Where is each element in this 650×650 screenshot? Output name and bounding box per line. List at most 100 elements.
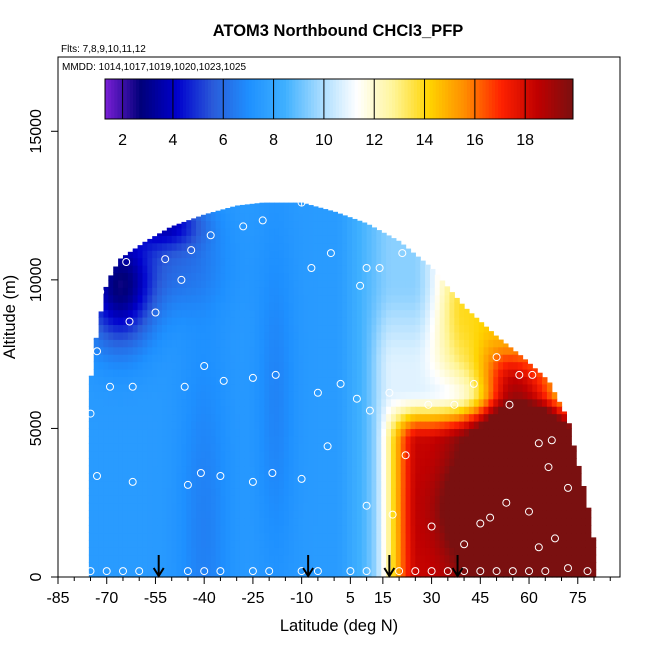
field-cell bbox=[468, 391, 475, 400]
field-cell bbox=[205, 309, 212, 318]
colorbar-cell bbox=[373, 79, 377, 119]
field-cell bbox=[269, 495, 275, 504]
field-cell bbox=[103, 458, 109, 467]
field-cell bbox=[176, 383, 183, 392]
field-cell bbox=[342, 242, 348, 251]
field-cell bbox=[196, 502, 202, 511]
field-cell bbox=[376, 272, 382, 281]
field-cell bbox=[395, 287, 402, 296]
field-cell bbox=[249, 480, 256, 489]
field-cell bbox=[464, 547, 470, 556]
field-cell bbox=[244, 450, 251, 459]
field-cell bbox=[215, 287, 222, 296]
field-cell bbox=[488, 473, 494, 482]
field-cell bbox=[512, 539, 519, 548]
field-cell bbox=[157, 443, 163, 452]
field-cell bbox=[351, 257, 358, 266]
field-cell bbox=[152, 532, 158, 541]
sample-marker bbox=[362, 264, 371, 272]
field-cell bbox=[400, 435, 407, 444]
field-cell bbox=[381, 428, 387, 437]
field-cell bbox=[400, 413, 407, 422]
field-cell bbox=[103, 539, 109, 548]
field-cell bbox=[488, 406, 494, 415]
field-cell bbox=[376, 324, 382, 333]
field-cell bbox=[127, 569, 134, 578]
field-cell bbox=[88, 532, 95, 541]
field-cell bbox=[566, 495, 572, 504]
field-cell bbox=[142, 487, 148, 496]
field-cell bbox=[366, 242, 373, 251]
field-cell bbox=[454, 421, 460, 430]
field-cell bbox=[376, 250, 382, 259]
field-cell bbox=[254, 220, 261, 229]
field-cell bbox=[493, 383, 499, 392]
field-cell bbox=[269, 257, 275, 266]
field-cell bbox=[122, 480, 129, 489]
field-cell bbox=[210, 317, 217, 326]
field-cell bbox=[371, 458, 377, 467]
field-cell bbox=[454, 376, 460, 385]
field-cell bbox=[542, 510, 548, 519]
field-cell bbox=[103, 428, 109, 437]
field-cell bbox=[220, 525, 226, 534]
field-cell bbox=[137, 376, 144, 385]
field-cell bbox=[235, 398, 241, 407]
field-cell bbox=[420, 569, 426, 578]
field-cell bbox=[127, 251, 134, 259]
field-cell bbox=[444, 354, 451, 363]
field-cell bbox=[278, 354, 285, 363]
field-cell bbox=[269, 458, 275, 467]
field-cell bbox=[249, 279, 256, 288]
field-cell bbox=[152, 428, 158, 437]
chart-subtitle-dates: MMDD: 1014,1017,1019,1020,1023,1025 bbox=[62, 62, 246, 73]
field-cell bbox=[459, 398, 465, 407]
field-cell bbox=[122, 562, 129, 571]
field-cell bbox=[152, 480, 158, 489]
field-cell bbox=[356, 421, 363, 430]
field-cell bbox=[356, 569, 363, 578]
field-cell bbox=[113, 354, 119, 363]
field-cell bbox=[259, 287, 265, 296]
field-cell bbox=[390, 398, 397, 407]
field-cell bbox=[220, 510, 226, 519]
colorbar-cell bbox=[248, 79, 253, 119]
field-cell bbox=[166, 227, 173, 229]
field-cell bbox=[283, 317, 290, 326]
field-cell bbox=[259, 458, 265, 467]
field-cell bbox=[205, 421, 212, 430]
field-cell bbox=[215, 213, 222, 222]
field-cell bbox=[351, 339, 358, 348]
field-cell bbox=[215, 346, 222, 355]
field-cell bbox=[152, 265, 158, 274]
field-cell bbox=[337, 525, 343, 534]
field-cell bbox=[191, 235, 197, 244]
field-cell bbox=[400, 502, 407, 511]
field-cell bbox=[191, 227, 197, 236]
field-cell bbox=[147, 458, 153, 467]
field-cell bbox=[478, 502, 485, 511]
field-cell bbox=[274, 220, 280, 229]
field-cell bbox=[313, 539, 319, 548]
field-cell bbox=[322, 428, 329, 437]
field-cell bbox=[191, 398, 197, 407]
field-cell bbox=[537, 480, 543, 489]
field-cell bbox=[103, 569, 109, 578]
field-cell bbox=[254, 383, 261, 392]
field-cell bbox=[186, 235, 192, 244]
field-cell bbox=[439, 361, 446, 370]
sample-marker bbox=[427, 522, 436, 531]
field-cell bbox=[410, 435, 416, 444]
field-cell bbox=[196, 487, 202, 496]
field-cell bbox=[405, 346, 412, 355]
field-cell bbox=[196, 369, 202, 378]
field-cell bbox=[205, 554, 212, 563]
field-cell bbox=[561, 562, 567, 571]
field-cell bbox=[239, 369, 246, 378]
x-tick-label: -85 bbox=[46, 590, 69, 607]
field-cell bbox=[171, 517, 178, 526]
field-cell bbox=[400, 517, 407, 526]
field-cell bbox=[235, 361, 241, 370]
field-cell bbox=[166, 302, 173, 311]
y-axis-label: Altitude (m) bbox=[1, 275, 19, 359]
